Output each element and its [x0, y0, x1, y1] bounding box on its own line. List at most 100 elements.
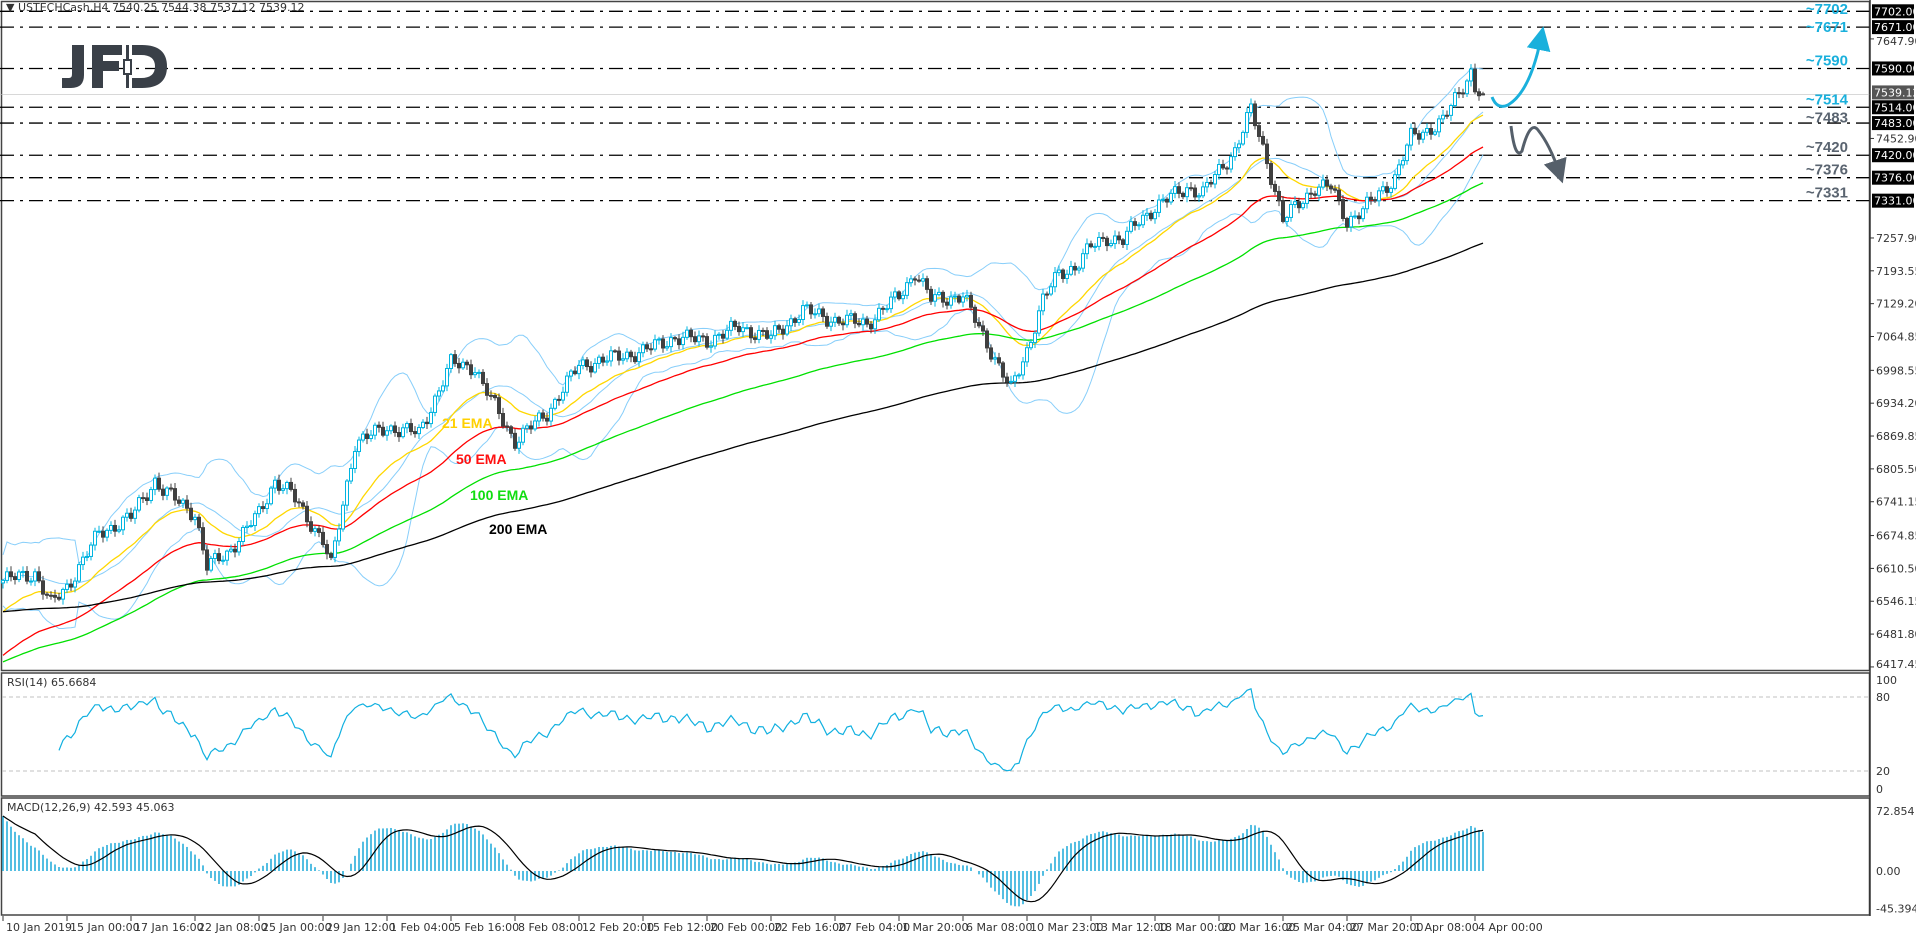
- candle: [1313, 190, 1317, 199]
- candle: [1093, 243, 1097, 253]
- candle-body: [317, 528, 321, 533]
- candle: [689, 327, 693, 343]
- candle: [677, 334, 681, 350]
- candle-body: [1273, 183, 1277, 192]
- candle: [641, 341, 645, 358]
- candle: [717, 332, 721, 340]
- candle-body: [841, 322, 845, 326]
- symbol-header: ▼ USTECHCash,H4 7540.25 7544.38 7537.12 …: [6, 1, 304, 14]
- ema50-label: 50 EMA: [456, 451, 507, 467]
- candle: [637, 347, 641, 367]
- jfd-logo: [62, 45, 167, 88]
- candle-body: [1373, 199, 1377, 202]
- candle-body: [161, 488, 165, 496]
- candle-body: [169, 487, 173, 490]
- candle-body: [1217, 164, 1221, 176]
- candle-body: [969, 294, 973, 308]
- candle: [89, 542, 93, 561]
- candle: [609, 346, 613, 367]
- candle: [157, 472, 161, 492]
- candle: [1121, 238, 1125, 248]
- candle: [1473, 63, 1477, 95]
- candle-body: [945, 301, 949, 306]
- candle-body: [1081, 253, 1085, 269]
- candle-body: [473, 372, 477, 376]
- candle-body: [213, 553, 217, 560]
- candle-body: [1321, 179, 1325, 188]
- candle: [1069, 260, 1073, 277]
- candle: [845, 309, 849, 328]
- candle: [1477, 88, 1481, 101]
- candle-body: [253, 513, 257, 527]
- candle-body: [1025, 347, 1029, 363]
- candle-body: [877, 307, 881, 321]
- candle-body: [793, 318, 797, 323]
- candle: [837, 315, 841, 326]
- candle: [1425, 123, 1429, 137]
- candle: [801, 300, 805, 326]
- candle-body: [301, 502, 305, 507]
- candle-body: [369, 434, 373, 440]
- price-tick-label: 6546.15: [1876, 595, 1916, 608]
- macd-signal-line: [2, 815, 1484, 903]
- candle-body: [949, 296, 953, 306]
- candle-body: [1157, 199, 1161, 213]
- candle: [521, 424, 525, 446]
- candle: [1321, 174, 1325, 190]
- candle: [673, 336, 677, 342]
- candle-body: [929, 288, 933, 302]
- candle: [789, 314, 793, 331]
- candle-body: [73, 580, 77, 588]
- candle-body: [685, 329, 689, 338]
- candle: [153, 474, 157, 496]
- candle-body: [561, 391, 565, 401]
- time-tick-label: 8 Feb 08:00: [518, 921, 583, 934]
- candle-body: [401, 427, 405, 438]
- candle-body: [517, 441, 521, 449]
- candle: [1149, 210, 1153, 222]
- candle-body: [1469, 68, 1473, 82]
- candle: [1213, 170, 1217, 189]
- candle-body: [121, 516, 125, 531]
- candle-body: [221, 559, 225, 562]
- candle: [9, 566, 13, 582]
- candle-body: [185, 499, 189, 509]
- candle-body: [1029, 341, 1033, 349]
- candle-body: [701, 335, 705, 338]
- level-price-box-label: 7483.00: [1874, 117, 1916, 130]
- candle-body: [993, 357, 997, 360]
- candle: [421, 419, 425, 430]
- candle: [509, 424, 513, 439]
- candle-body: [1461, 92, 1465, 95]
- candle: [1393, 170, 1397, 191]
- candle: [757, 325, 761, 344]
- candle-body: [661, 338, 665, 349]
- candle: [41, 575, 45, 600]
- level-label: ~7420: [1806, 139, 1848, 156]
- rsi-indicator: [2, 687, 1870, 772]
- candle: [69, 578, 73, 592]
- candle: [1229, 152, 1233, 173]
- price-axis[interactable]: 7647.90 7452.90 7257.90 7193.55 7129.20 7064.…: [1869, 0, 1916, 916]
- candle-body: [997, 357, 1001, 364]
- candle: [461, 358, 465, 370]
- candle: [1037, 305, 1041, 337]
- candle: [53, 589, 57, 603]
- candle-body: [1037, 310, 1041, 334]
- candle-body: [1453, 92, 1457, 107]
- candle-body: [1041, 293, 1045, 312]
- candle-body: [737, 325, 741, 333]
- time-tick-label: 22 Jan 08:00: [198, 921, 268, 934]
- candle: [1469, 64, 1473, 87]
- candle: [1349, 211, 1353, 232]
- candle-body: [409, 423, 413, 433]
- candle: [345, 478, 349, 511]
- candle: [725, 324, 729, 341]
- candle: [313, 525, 317, 537]
- current-price-label: 7539.12: [1874, 86, 1916, 99]
- candle: [525, 423, 529, 433]
- candle: [5, 567, 9, 584]
- candle-body: [141, 497, 145, 500]
- candle: [385, 426, 389, 441]
